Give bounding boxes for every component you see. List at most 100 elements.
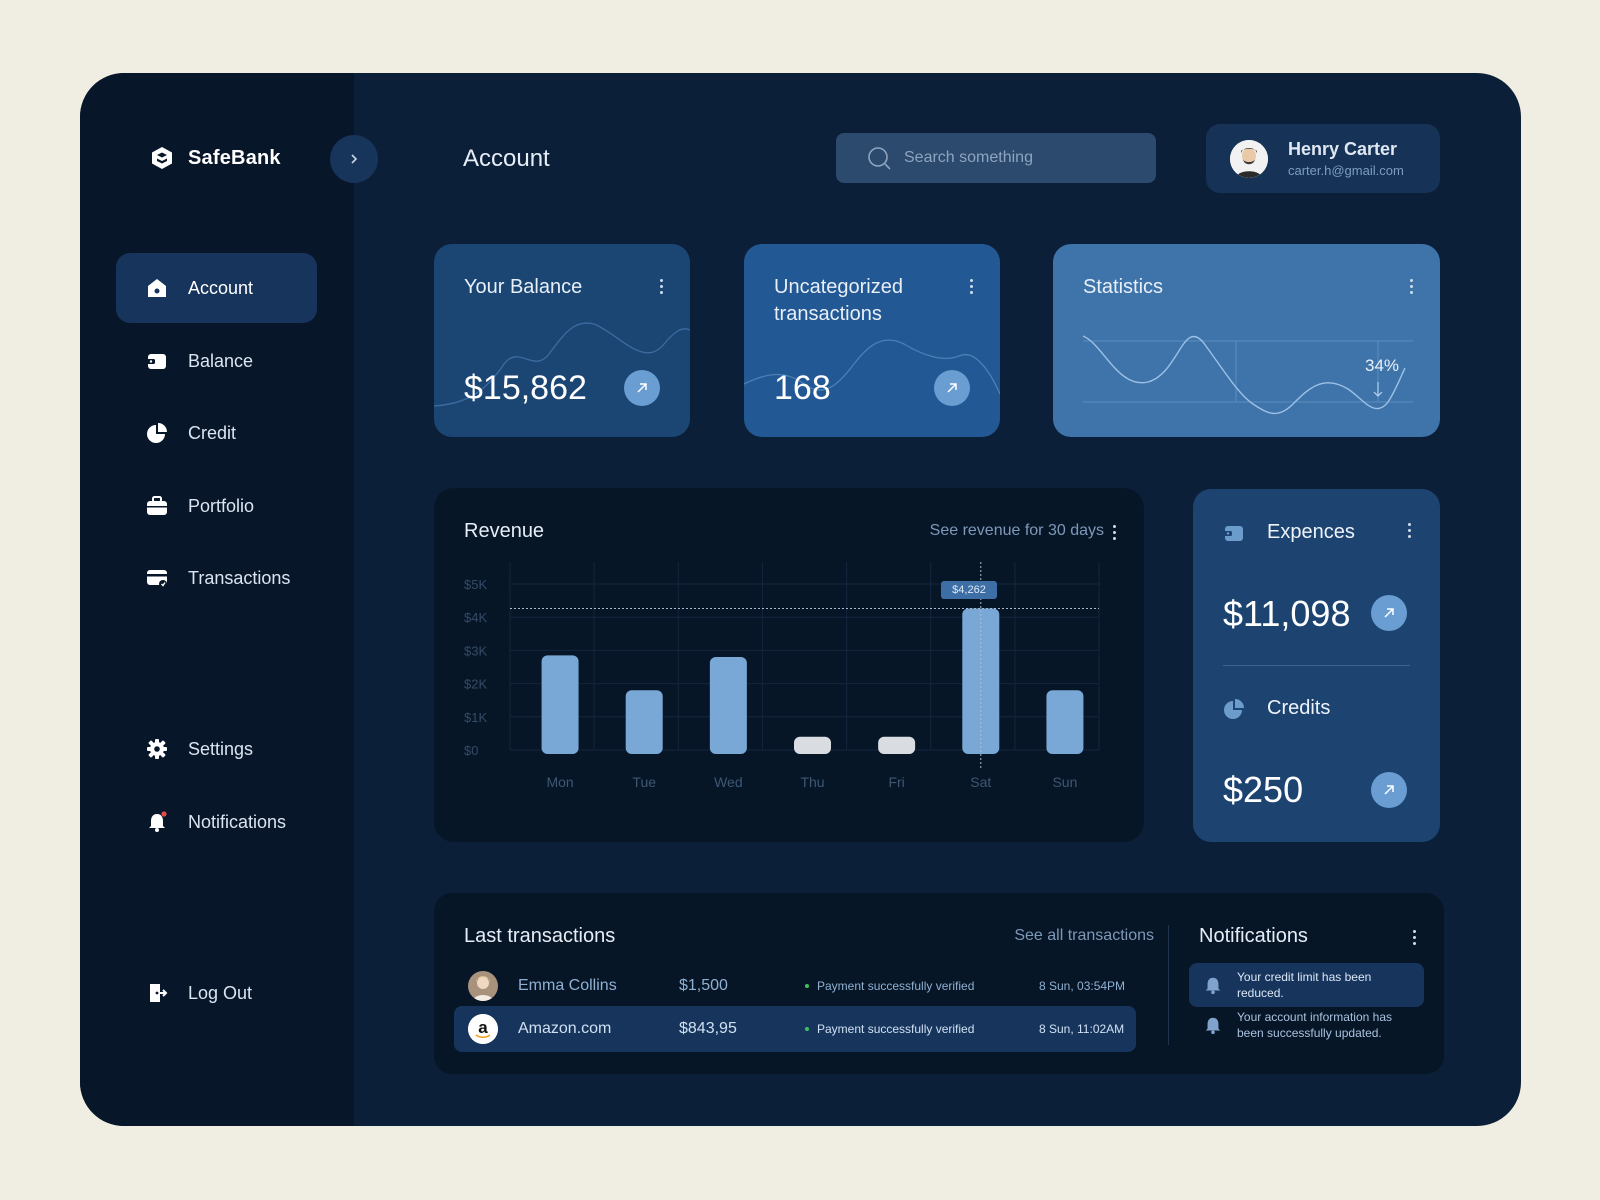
sidebar-item-label: Balance <box>188 350 254 371</box>
revenue-title: Revenue <box>464 520 545 542</box>
avatar <box>1230 139 1268 178</box>
sidebar-item-credit[interactable]: Credit <box>116 398 317 468</box>
statistics-line-chart <box>1082 335 1413 415</box>
expenses-value: $11,098 <box>1223 593 1351 634</box>
more-options-icon[interactable] <box>969 279 973 295</box>
more-options-icon[interactable] <box>1412 930 1416 946</box>
divider <box>1168 925 1169 1045</box>
card-title: Statistics <box>1083 276 1164 298</box>
expenses-open-button[interactable] <box>1371 595 1407 631</box>
sidebar-item-label: Portfolio <box>188 495 255 516</box>
bar-sat <box>962 608 1000 754</box>
transaction-name: Emma Collins <box>518 977 617 994</box>
sidebar-item-notifications[interactable]: Notifications <box>116 787 317 857</box>
logo-icon <box>152 147 172 169</box>
notification-text: Your account information has been succes… <box>1237 1010 1392 1040</box>
user-profile[interactable]: Henry Carter carter.h@gmail.com <box>1206 124 1440 193</box>
brand-logo[interactable]: SafeBank <box>150 146 281 170</box>
search-input[interactable] <box>904 149 1144 167</box>
card-icon <box>147 570 167 588</box>
sidebar-item-transactions[interactable]: Transactions <box>116 543 317 613</box>
more-options-icon[interactable] <box>1409 279 1413 295</box>
more-options-icon[interactable] <box>659 279 663 295</box>
see-all-transactions-link[interactable]: See all transactions <box>1014 927 1154 944</box>
sidebar-item-portfolio[interactable]: Portfolio <box>116 471 317 541</box>
status-text: Payment successfully verified <box>817 979 975 993</box>
x-tick-label: Sat <box>970 774 991 790</box>
more-options-icon[interactable] <box>1112 525 1116 541</box>
x-tick-label: Fri <box>888 774 904 790</box>
x-tick-label: Sun <box>1052 774 1077 790</box>
amazon-logo-icon: a <box>468 1014 498 1044</box>
transaction-name: Amazon.com <box>518 1020 612 1037</box>
card-title: Your Balance <box>464 276 583 298</box>
y-tick-label: $5K <box>464 577 487 592</box>
transactions-title: Last transactions <box>464 925 616 947</box>
revenue-30-days-link[interactable]: See revenue for 30 days <box>929 522 1104 539</box>
transaction-time: 8 Sun, 03:54PM <box>1039 979 1126 993</box>
avatar <box>468 971 498 1001</box>
uncategorized-open-button[interactable] <box>934 370 970 406</box>
app-window: SafeBank Account Balance Credit <box>80 73 1521 1126</box>
bell-icon <box>1205 977 1221 995</box>
transaction-time: 8 Sun, 11:02AM <box>1039 1022 1125 1036</box>
status-text: Payment successfully verified <box>817 1022 975 1036</box>
statistics-percent: 34% <box>1365 356 1400 375</box>
transaction-amount: $843,95 <box>679 1020 737 1037</box>
y-tick-label: $3K <box>464 643 487 658</box>
wallet-icon <box>1224 525 1243 541</box>
x-tick-label: Tue <box>632 774 656 790</box>
status-dot <box>805 984 809 988</box>
arrow-up-right-icon <box>947 383 957 393</box>
notification-item[interactable]: Your account information has been succes… <box>1189 1003 1424 1047</box>
bar-thu <box>794 736 831 754</box>
wallet-icon <box>147 354 166 369</box>
expenses-header: Expences <box>1223 521 1355 544</box>
uncategorized-card: Uncategorized transactions 168 <box>744 244 1000 437</box>
user-avatar-icon <box>1230 139 1268 178</box>
balance-value: $15,862 <box>464 369 587 407</box>
sidebar-toggle-button[interactable] <box>330 135 378 183</box>
more-options-icon[interactable] <box>1407 523 1411 539</box>
home-icon <box>148 279 166 297</box>
notification-item[interactable]: Your credit limit has been reduced. <box>1189 963 1424 1007</box>
search-bar[interactable] <box>836 133 1156 183</box>
sidebar-item-settings[interactable]: Settings <box>116 714 317 784</box>
y-tick-label: $0 <box>464 743 478 758</box>
balance-sparkline <box>434 322 690 407</box>
divider <box>1223 665 1410 666</box>
y-tick-label: $1K <box>464 710 487 725</box>
sidebar-item-account[interactable]: Account <box>116 253 317 323</box>
balance-card: Your Balance $15,862 <box>434 244 690 437</box>
pie-chart-icon <box>1224 698 1244 719</box>
logout-icon <box>150 984 168 1002</box>
briefcase-icon <box>147 496 167 515</box>
credits-title: Credits <box>1267 697 1331 719</box>
balance-open-button[interactable] <box>624 370 660 406</box>
sidebar-item-label: Settings <box>188 738 254 759</box>
sidebar-item-label: Credit <box>188 422 237 443</box>
credits-open-button[interactable] <box>1371 772 1407 808</box>
bell-icon <box>1205 1017 1221 1035</box>
credits-value: $250 <box>1223 769 1304 810</box>
uncategorized-sparkline <box>744 339 1000 395</box>
bar-sun <box>1046 690 1084 754</box>
bar-tue <box>625 690 663 754</box>
transaction-row[interactable]: a Amazon.com $843,95 Payment successfull… <box>454 1006 1136 1052</box>
x-tick-label: Mon <box>546 774 573 790</box>
revenue-bar-chart: $0 $1K $2K $3K $4K $5K Mon Tue Wed Thu Fri Sat Sun <box>464 562 1100 790</box>
gear-icon <box>147 739 167 759</box>
arrow-up-right-icon <box>637 383 647 393</box>
revenue-card: Revenue See revenue for 30 days $0 $1K $2K… <box>434 488 1144 842</box>
x-tick-label: Wed <box>714 774 743 790</box>
transaction-row[interactable]: Emma Collins $1,500 Payment successfully… <box>454 963 1136 1009</box>
arrow-up-right-icon <box>1384 608 1394 618</box>
user-name: Henry Carter <box>1288 139 1398 159</box>
pie-chart-icon <box>147 423 167 443</box>
expenses-card: Expences $11,098 Credits $250 <box>1193 489 1440 842</box>
logout-button[interactable]: Log Out <box>116 958 317 1028</box>
sidebar-item-balance[interactable]: Balance <box>116 326 317 396</box>
notifications-title: Notifications <box>1199 925 1308 947</box>
page-title: Account <box>463 145 550 172</box>
arrow-up-right-icon <box>1384 785 1394 795</box>
